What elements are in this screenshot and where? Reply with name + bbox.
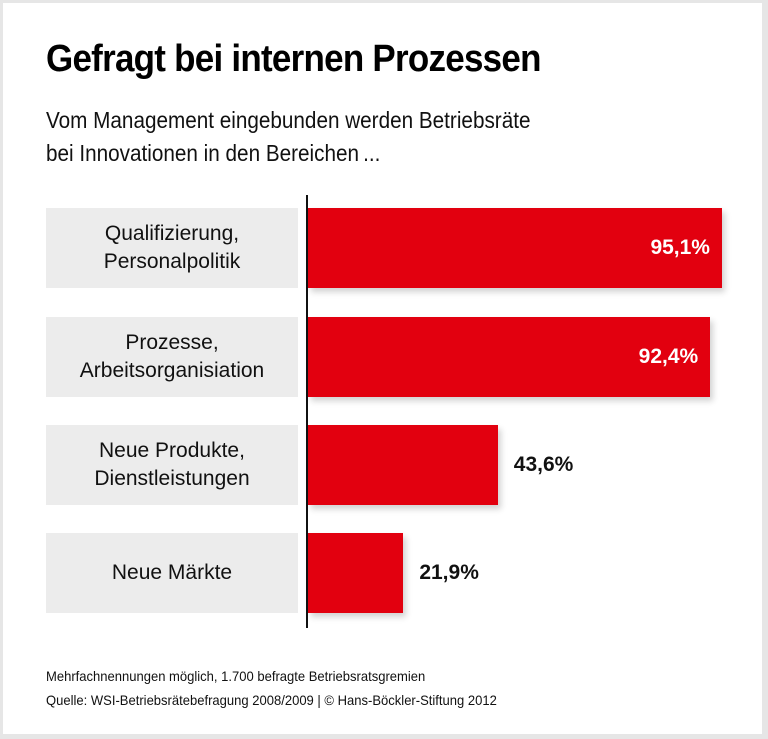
y-axis-line (306, 195, 308, 628)
category-label-line: Arbeitsorganisiation (79, 359, 265, 382)
footer-note: Mehrfachnennungen möglich, 1.700 befragt… (46, 668, 426, 684)
bar (308, 208, 722, 288)
value-label: 92,4% (638, 345, 699, 368)
category-label: Qualifizierung, Personalpolitik (46, 208, 298, 288)
category-label-line: Neue Produkte, (99, 439, 245, 462)
footer-source: Quelle: WSI-Betriebsrätebefragung 2008/2… (46, 692, 497, 708)
chart-title: Gefragt bei internen Prozessen (46, 38, 541, 80)
bar (308, 317, 711, 397)
bar (308, 425, 498, 505)
value-label: 43,6% (513, 453, 574, 476)
subtitle-line-2: bei Innovationen in den Bereichen ... (46, 140, 381, 166)
category-label: Neue Märkte (46, 533, 298, 613)
category-label-line: Dienstleistungen (94, 467, 250, 490)
value-label: 95,1% (650, 236, 710, 259)
category-label-line: Neue Märkte (111, 561, 233, 584)
category-label-line: Qualifizierung, (104, 222, 240, 245)
chart-footer: Mehrfachnennungen möglich, 1.700 befragt… (46, 664, 497, 712)
subtitle-line-1: Vom Management eingebunden werden Betrie… (46, 107, 531, 133)
category-label: Prozesse, Arbeitsorganisiation (46, 317, 298, 397)
bar (308, 533, 404, 613)
category-label-line: Prozesse, (125, 331, 219, 354)
category-label: Neue Produkte, Dienstleistungen (46, 425, 298, 505)
category-label-line: Personalpolitik (103, 250, 241, 273)
value-label: 21,9% (419, 561, 479, 584)
chart-subtitle: Vom Management eingebunden werden Betrie… (46, 104, 530, 170)
